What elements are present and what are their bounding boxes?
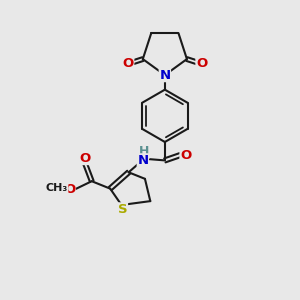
Text: O: O bbox=[180, 148, 191, 162]
Text: CH₃: CH₃ bbox=[46, 183, 68, 193]
Text: H: H bbox=[139, 145, 149, 158]
Text: O: O bbox=[196, 57, 207, 70]
Text: O: O bbox=[79, 152, 90, 164]
Text: O: O bbox=[122, 57, 134, 70]
Text: O: O bbox=[64, 183, 75, 196]
Text: N: N bbox=[159, 69, 170, 82]
Text: S: S bbox=[118, 203, 128, 216]
Text: N: N bbox=[137, 154, 148, 167]
